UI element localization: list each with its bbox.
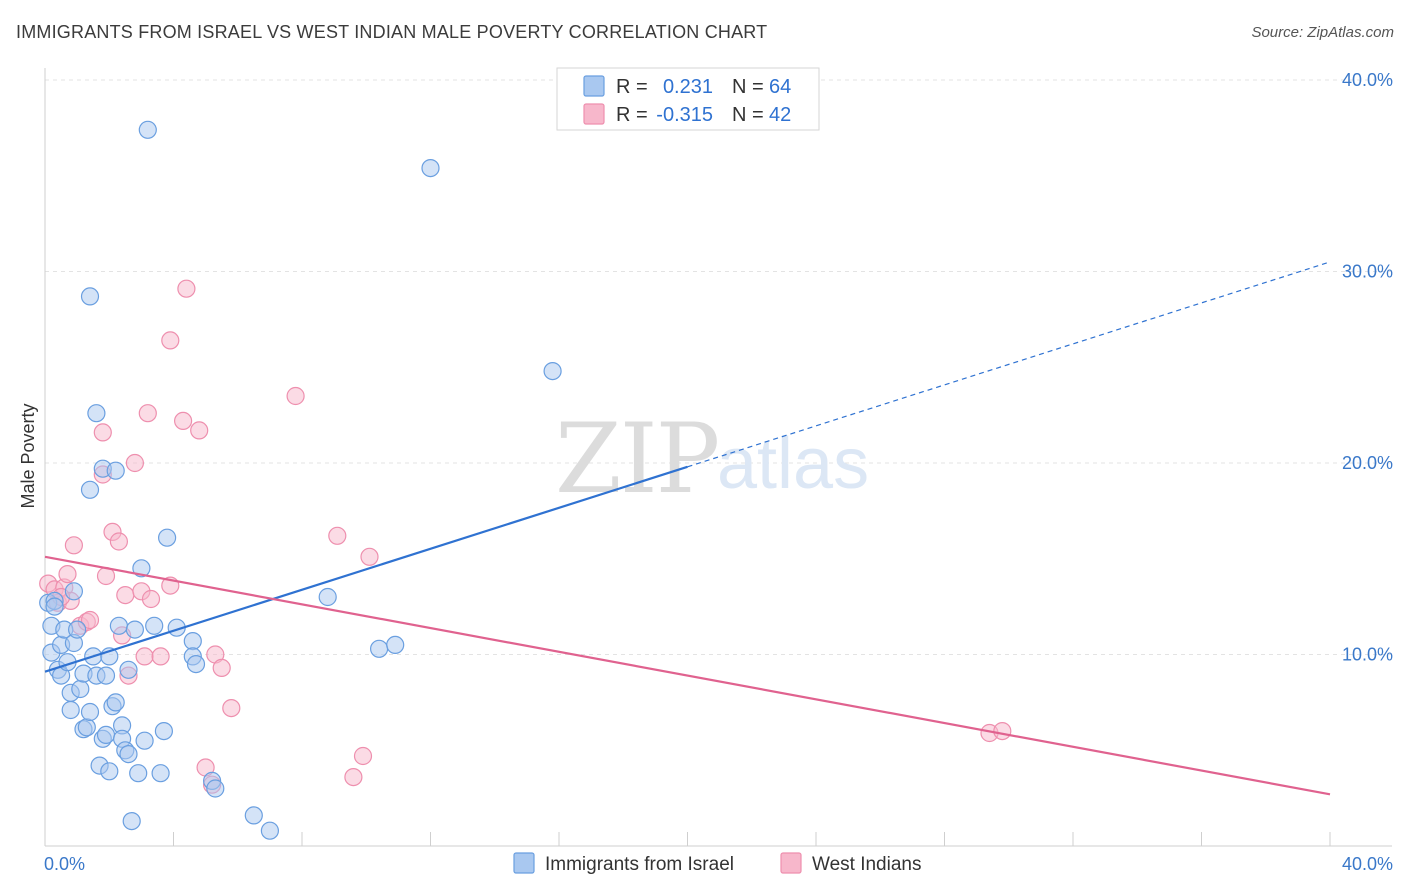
- point-israel: [80, 287, 100, 306]
- series-legend-swatch-israel: [513, 852, 535, 874]
- point-israel: [80, 480, 100, 499]
- point-israel: [543, 362, 562, 381]
- trend-line-israel-projection: [687, 261, 1331, 468]
- point-west-indians: [116, 585, 135, 605]
- point-west-indians: [80, 610, 100, 630]
- point-israel: [77, 718, 96, 737]
- point-israel: [158, 528, 177, 547]
- source-label: Source: ZipAtlas.com: [1251, 24, 1394, 41]
- point-israel: [132, 559, 151, 578]
- point-israel: [71, 679, 90, 699]
- point-israel: [96, 725, 116, 745]
- point-west-indians: [993, 721, 1012, 741]
- point-israel: [106, 693, 125, 712]
- point-west-indians: [212, 658, 231, 678]
- point-west-indians: [286, 386, 305, 406]
- point-israel: [119, 660, 138, 679]
- point-israel: [260, 821, 279, 840]
- point-israel: [129, 764, 148, 783]
- point-israel: [145, 616, 164, 635]
- point-west-indians: [190, 421, 209, 440]
- legend-n-value-west-indians: 42: [769, 104, 791, 126]
- point-israel: [138, 120, 157, 139]
- y-tick-label: 10.0%: [1342, 645, 1393, 665]
- point-west-indians: [135, 647, 154, 666]
- point-israel: [119, 744, 138, 764]
- point-west-indians: [125, 453, 144, 473]
- legend-r-value-west-indians: -0.315: [656, 104, 713, 126]
- watermark: ZIP atlas: [555, 403, 869, 515]
- point-israel: [154, 721, 173, 741]
- point-israel: [421, 159, 440, 178]
- chart-title: IMMIGRANTS FROM ISRAEL VS WEST INDIAN MA…: [16, 22, 768, 42]
- point-israel: [122, 811, 141, 831]
- point-israel: [100, 762, 119, 781]
- point-israel: [109, 616, 129, 635]
- point-west-indians: [177, 279, 196, 298]
- series-legend-swatch-west-indians: [780, 852, 802, 874]
- y-tick-label: 40.0%: [1342, 70, 1393, 90]
- legend-n-label-west-indians: N =: [732, 104, 764, 126]
- point-israel: [386, 635, 405, 655]
- legend-n-value-israel: 64: [769, 76, 791, 98]
- point-west-indians: [344, 767, 363, 787]
- point-israel: [106, 461, 125, 480]
- point-israel: [318, 587, 337, 607]
- point-west-indians: [360, 547, 379, 566]
- legend-swatch-israel: [583, 75, 605, 97]
- point-west-indians: [93, 423, 112, 442]
- legend-n-label-israel: N =: [732, 76, 764, 98]
- point-israel: [96, 666, 116, 685]
- point-west-indians: [64, 536, 84, 555]
- point-israel: [186, 654, 206, 674]
- point-west-indians: [58, 564, 77, 584]
- point-israel: [151, 764, 170, 783]
- point-israel: [135, 731, 154, 750]
- point-israel: [64, 582, 84, 601]
- series-legend-label-israel: Immigrants from Israel: [545, 854, 734, 875]
- trend-line-west-indians: [44, 555, 1331, 796]
- point-israel: [370, 639, 389, 658]
- data-points: [39, 120, 1012, 840]
- point-west-indians: [109, 532, 129, 551]
- point-west-indians: [328, 526, 347, 545]
- grid: [45, 79, 1392, 655]
- series-legend: Immigrants from Israel West Indians: [513, 852, 921, 875]
- axes: 10.0% 20.0% 30.0% 40.0% 0.0% 40.0%: [44, 68, 1393, 874]
- legend-r-label-israel: R =: [616, 76, 648, 98]
- point-west-indians: [222, 698, 241, 718]
- point-west-indians: [151, 647, 170, 666]
- legend-r-label-west-indians: R =: [616, 104, 648, 126]
- point-israel: [125, 620, 144, 639]
- point-west-indians: [174, 411, 193, 430]
- point-israel: [67, 620, 87, 639]
- legend-r-value-israel: 0.231: [663, 76, 713, 98]
- watermark-zip: ZIP: [555, 403, 718, 515]
- y-axis-title: Male Poverty: [18, 403, 38, 508]
- point-israel: [80, 702, 100, 722]
- point-west-indians: [141, 589, 161, 609]
- point-israel: [87, 404, 106, 423]
- point-israel: [61, 700, 80, 720]
- trend-line-israel: [44, 465, 688, 673]
- point-israel: [45, 597, 64, 616]
- trend-lines: [44, 261, 1331, 796]
- point-west-indians: [353, 746, 373, 766]
- y-tick-label: 30.0%: [1342, 262, 1393, 282]
- y-tick-label: 20.0%: [1342, 453, 1393, 473]
- x-tick-label-min: 0.0%: [44, 854, 85, 874]
- point-israel: [183, 631, 202, 651]
- point-west-indians: [138, 404, 157, 423]
- correlation-legend: R = 0.231 N = 64 R = -0.315 N = 42: [556, 67, 820, 131]
- series-legend-label-west-indians: West Indians: [812, 854, 921, 875]
- point-west-indians: [161, 331, 180, 350]
- legend-swatch-west-indians: [583, 103, 605, 125]
- point-israel: [206, 779, 225, 798]
- x-tick-label-max: 40.0%: [1342, 854, 1393, 874]
- watermark-atlas: atlas: [717, 424, 869, 504]
- point-israel: [244, 806, 263, 825]
